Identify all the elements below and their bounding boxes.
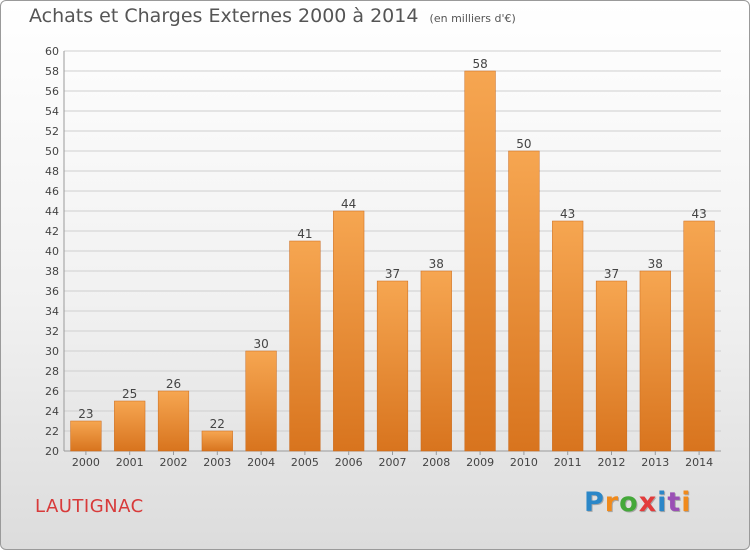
x-tick-label: 2011: [554, 456, 582, 469]
x-tick-label: 2004: [247, 456, 275, 469]
y-tick-label: 40: [45, 245, 59, 258]
proxiti-logo: Proxiti: [584, 487, 692, 518]
y-tick-label: 28: [45, 365, 59, 378]
logo-letter: x: [638, 487, 658, 518]
y-tick-label: 46: [45, 185, 59, 198]
y-tick-label: 24: [45, 405, 59, 418]
y-tick-label: 30: [45, 345, 59, 358]
y-tick-label: 50: [45, 145, 59, 158]
data-label: 38: [648, 257, 663, 271]
bar: [508, 150, 540, 452]
data-label: 38: [429, 257, 444, 271]
data-label: 26: [166, 377, 181, 391]
y-tick-label: 26: [45, 385, 59, 398]
y-tick-label: 58: [45, 65, 59, 78]
data-label: 44: [341, 197, 356, 211]
data-label: 50: [516, 137, 531, 151]
y-tick-label: 44: [45, 205, 59, 218]
x-tick-label: 2010: [510, 456, 538, 469]
x-tick-label: 2014: [685, 456, 713, 469]
bar: [201, 430, 233, 452]
bar: [552, 220, 584, 452]
commune-name: LAUTIGNAC: [35, 496, 144, 517]
y-tick-label: 54: [45, 105, 59, 118]
bar: [114, 400, 146, 452]
bar: [289, 240, 321, 452]
data-label: 22: [210, 417, 225, 431]
data-label: 25: [122, 387, 137, 401]
bar: [245, 350, 277, 452]
y-tick-label: 32: [45, 325, 59, 338]
bar: [70, 420, 102, 452]
logo-letter: r: [604, 487, 620, 518]
x-tick-label: 2005: [291, 456, 319, 469]
logo-letter: o: [619, 487, 639, 518]
x-tick-label: 2008: [422, 456, 450, 469]
x-tick-label: 2009: [466, 456, 494, 469]
y-tick-label: 20: [45, 445, 59, 458]
logo-letter: i: [657, 487, 668, 518]
bar: [157, 390, 190, 452]
bar: [376, 280, 409, 452]
data-label: 30: [253, 337, 268, 351]
x-tick-label: 2003: [203, 456, 231, 469]
x-tick-label: 2007: [379, 456, 407, 469]
y-tick-label: 34: [45, 305, 59, 318]
x-tick-label: 2013: [641, 456, 669, 469]
data-label: 37: [604, 267, 619, 281]
y-tick-label: 48: [45, 165, 59, 178]
x-tick-label: 2000: [72, 456, 100, 469]
bar: [639, 270, 671, 452]
x-tick-label: 2001: [116, 456, 144, 469]
y-tick-label: 60: [45, 45, 59, 58]
data-label: 37: [385, 267, 400, 281]
bar: [464, 70, 496, 452]
y-tick-label: 42: [45, 225, 59, 238]
logo-letter: P: [584, 487, 605, 518]
bar: [595, 280, 628, 452]
y-tick-label: 22: [45, 425, 59, 438]
x-tick-label: 2006: [335, 456, 363, 469]
bar: [683, 220, 715, 452]
chart-title-block: Achats et Charges Externes 2000 à 2014 (…: [29, 5, 516, 27]
logo-letter: i: [681, 487, 692, 518]
data-label: 43: [691, 207, 706, 221]
data-label: 41: [297, 227, 312, 241]
y-tick-label: 36: [45, 285, 59, 298]
chart-title: Achats et Charges Externes 2000 à 2014: [29, 5, 419, 27]
data-label: 43: [560, 207, 575, 221]
bar: [420, 270, 452, 452]
data-label: 23: [78, 407, 93, 421]
logo-letter: t: [667, 487, 682, 518]
y-tick-label: 38: [45, 265, 59, 278]
x-tick-label: 2012: [598, 456, 626, 469]
bar: [333, 210, 365, 452]
data-label: 58: [472, 57, 487, 71]
y-tick-label: 56: [45, 85, 59, 98]
chart-unit: (en milliers d'€): [429, 12, 516, 25]
y-tick-label: 52: [45, 125, 59, 138]
x-tick-label: 2002: [160, 456, 188, 469]
